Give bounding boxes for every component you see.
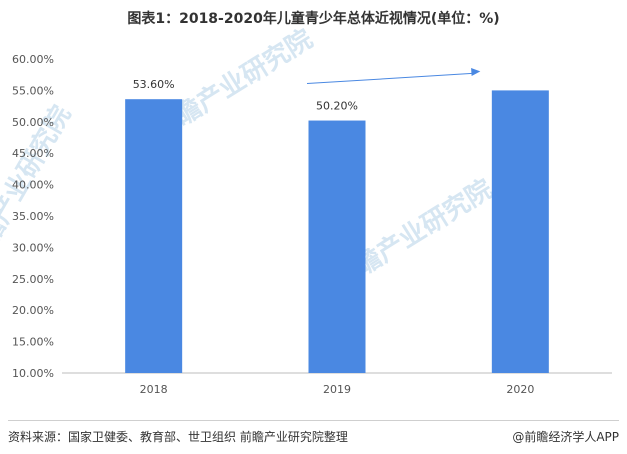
bar-chart: 前瞻产业研究院前瞻产业研究院前瞻产业研究院10.00%15.00%20.00%2… — [0, 23, 612, 396]
x-tick-label: 2018 — [140, 383, 168, 396]
chart-title: 图表1：2018-2020年儿童青少年总体近视情况(单位：%) — [127, 11, 500, 27]
brand-credit: @前瞻经济学人APP — [512, 430, 619, 444]
data-label-2018: 53.60% — [133, 78, 175, 91]
trend-arrow-head — [471, 68, 481, 77]
y-tick-label: 20.00% — [12, 304, 54, 317]
bar-2019 — [308, 120, 366, 373]
y-tick-label: 40.00% — [12, 179, 54, 192]
x-tick-label: 2019 — [323, 383, 351, 396]
x-tick-label: 2020 — [506, 383, 534, 396]
bar-2020 — [491, 90, 549, 374]
footer-divider — [8, 420, 619, 421]
y-tick-label: 30.00% — [12, 241, 54, 254]
y-tick-label: 60.00% — [12, 53, 54, 66]
y-tick-label: 50.00% — [12, 116, 54, 129]
bar-2018 — [125, 99, 183, 373]
trend-arrow-line — [306, 72, 473, 85]
y-tick-label: 10.00% — [12, 367, 54, 380]
y-tick-label: 45.00% — [12, 147, 54, 160]
footer: 资料来源：国家卫健委、教育部、世卫组织 前瞻产业研究院整理 @前瞻经济学人APP — [0, 420, 627, 454]
y-tick-label: 25.00% — [12, 273, 54, 286]
source-note: 资料来源：国家卫健委、教育部、世卫组织 前瞻产业研究院整理 — [8, 430, 348, 444]
y-tick-label: 15.00% — [12, 336, 54, 349]
data-label-2019: 50.20% — [316, 100, 358, 113]
y-tick-label: 55.00% — [12, 84, 54, 97]
y-tick-label: 35.00% — [12, 210, 54, 223]
